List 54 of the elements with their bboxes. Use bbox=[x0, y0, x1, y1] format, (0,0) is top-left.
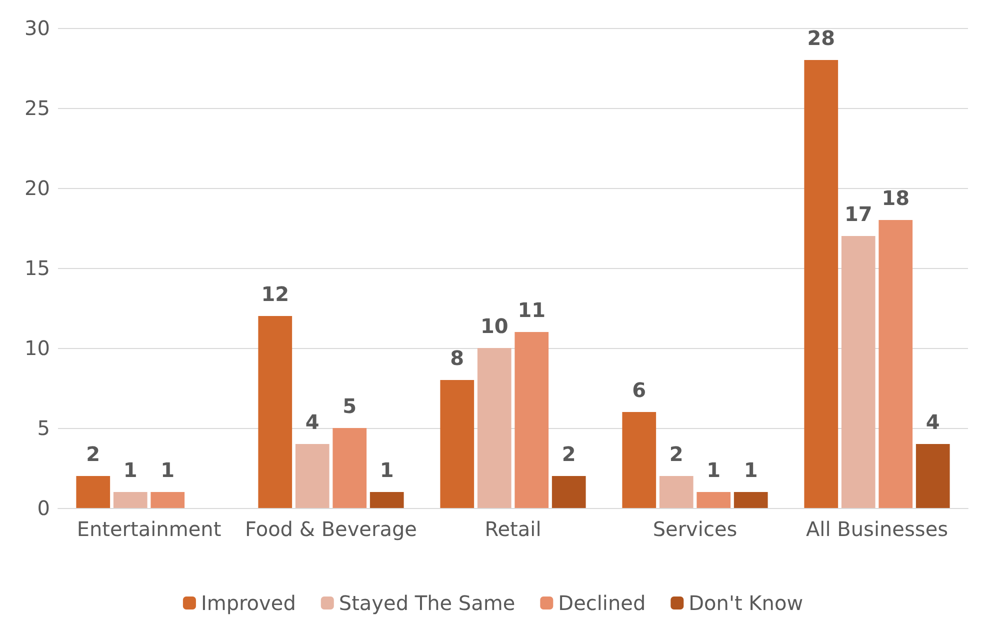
bar bbox=[622, 412, 656, 508]
bar bbox=[659, 476, 694, 508]
x-tick-label: All Businesses bbox=[806, 517, 948, 541]
bar bbox=[150, 492, 185, 508]
bar bbox=[514, 332, 549, 508]
data-label: 1 bbox=[123, 458, 138, 482]
data-label: 28 bbox=[807, 26, 836, 50]
data-label: 6 bbox=[632, 378, 646, 402]
y-tick-label: 25 bbox=[24, 96, 50, 120]
data-label: 11 bbox=[518, 298, 546, 322]
bar bbox=[878, 220, 913, 508]
y-tick-label: 0 bbox=[37, 496, 50, 520]
data-label: 8 bbox=[450, 346, 464, 370]
x-tick-label: Retail bbox=[484, 517, 542, 541]
legend-label: Declined bbox=[558, 591, 646, 615]
x-tick-label: Services bbox=[652, 517, 738, 541]
bar bbox=[370, 492, 404, 508]
bar bbox=[113, 492, 148, 508]
x-tick-label: Entertainment bbox=[76, 517, 222, 541]
data-label: 4 bbox=[926, 410, 940, 434]
bar bbox=[734, 492, 768, 508]
y-tick-label: 20 bbox=[24, 176, 50, 200]
bar bbox=[696, 492, 731, 508]
bar bbox=[332, 428, 367, 508]
data-label: 17 bbox=[844, 202, 872, 226]
data-label: 10 bbox=[480, 314, 508, 338]
bar bbox=[440, 380, 474, 508]
data-label: 1 bbox=[744, 458, 758, 482]
y-tick-label: 30 bbox=[24, 16, 50, 40]
data-label: 18 bbox=[882, 186, 910, 210]
x-tick-label: Food & Beverage bbox=[245, 517, 417, 541]
bar bbox=[916, 444, 950, 508]
bar bbox=[76, 476, 110, 508]
bar bbox=[841, 236, 876, 508]
bar bbox=[804, 60, 838, 508]
data-label: 1 bbox=[160, 458, 175, 482]
y-tick-label: 15 bbox=[24, 256, 50, 280]
data-label: 12 bbox=[261, 282, 290, 306]
legend-label: Improved bbox=[200, 591, 296, 615]
bar bbox=[258, 316, 292, 508]
data-label: 5 bbox=[342, 394, 357, 418]
data-label: 2 bbox=[562, 442, 576, 466]
data-label: 4 bbox=[305, 410, 320, 434]
bar bbox=[477, 348, 512, 508]
legend-label: Stayed The Same bbox=[338, 591, 516, 615]
data-label: 2 bbox=[86, 442, 100, 466]
data-label: 2 bbox=[669, 442, 684, 466]
data-label: 1 bbox=[380, 458, 394, 482]
y-tick-label: 5 bbox=[37, 416, 50, 440]
legend-label: Don't Know bbox=[688, 591, 804, 615]
data-label: 1 bbox=[706, 458, 721, 482]
y-tick-label: 10 bbox=[24, 336, 50, 360]
bar bbox=[295, 444, 330, 508]
bar bbox=[552, 476, 586, 508]
